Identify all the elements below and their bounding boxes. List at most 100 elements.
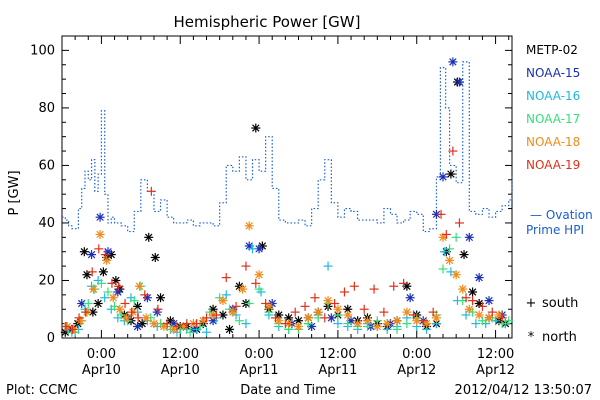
data-point	[379, 307, 389, 317]
data-point	[333, 319, 343, 329]
data-point	[392, 324, 402, 334]
data-point	[244, 298, 254, 308]
data-point	[313, 307, 323, 317]
data-point	[113, 281, 123, 291]
x-tick-label: 0:00	[244, 347, 273, 362]
data-point	[248, 244, 258, 254]
data-point	[113, 287, 123, 297]
data-point	[77, 298, 87, 308]
data-point	[446, 169, 456, 179]
data-point	[218, 296, 228, 306]
data-point	[141, 313, 151, 323]
data-point	[102, 255, 112, 265]
data-point	[234, 316, 244, 326]
x-axis-label: Date and Time	[240, 383, 336, 398]
data-point	[133, 301, 143, 311]
data-point	[150, 252, 160, 262]
data-point	[330, 298, 340, 308]
data-point	[98, 267, 108, 277]
chart-title: Hemispheric Power [GW]	[174, 13, 361, 31]
data-point	[458, 284, 468, 294]
legend: METP-02 NOAA-15 NOAA-16 NOAA-17 NOAA-18 NOAA-…	[526, 43, 593, 345]
data-point	[241, 319, 251, 329]
plot-area: 0204060801000:00Apr1012:00Apr100:00Apr11…	[30, 35, 515, 378]
data-point	[454, 77, 464, 87]
legend-item: NOAA-19	[526, 158, 580, 172]
data-point	[87, 267, 97, 277]
data-point	[238, 284, 248, 294]
data-point	[323, 296, 333, 306]
data-point	[115, 304, 125, 314]
data-point	[93, 298, 103, 308]
data-point	[251, 278, 261, 288]
data-point	[399, 278, 409, 288]
ovation-hpi-line	[62, 61, 513, 233]
data-point	[149, 319, 159, 329]
data-point	[293, 321, 303, 331]
data-point	[439, 247, 449, 257]
data-point	[468, 296, 478, 306]
data-point	[127, 307, 137, 317]
data-point	[129, 296, 139, 306]
data-point	[261, 298, 271, 308]
x-tick-date: Apr10	[82, 363, 121, 378]
x-tick-label: 0:00	[87, 347, 116, 362]
footer-right: 2012/04/12 13:50:07	[455, 383, 592, 398]
data-point	[244, 221, 254, 231]
data-point	[251, 123, 261, 133]
y-tick-label: 0	[47, 331, 55, 346]
data-point	[353, 319, 363, 329]
data-point	[172, 321, 182, 331]
data-point	[100, 293, 110, 303]
data-point	[504, 316, 514, 326]
data-point	[182, 319, 192, 329]
data-point	[451, 270, 461, 280]
data-point	[448, 57, 458, 67]
data-point	[192, 319, 202, 329]
data-point	[81, 307, 91, 317]
data-point	[185, 327, 195, 337]
data-point	[135, 281, 145, 291]
ovation-legend: — Ovation	[530, 208, 593, 222]
data-point	[137, 319, 147, 329]
legend-item: NOAA-15	[526, 66, 580, 80]
data-point	[303, 313, 313, 323]
data-point	[448, 146, 458, 156]
data-point	[133, 313, 143, 323]
data-point	[441, 229, 451, 239]
symbol-legend-marker: +	[526, 296, 537, 311]
data-point	[389, 281, 399, 291]
data-point	[343, 310, 353, 320]
plot-frame	[61, 35, 513, 339]
data-point	[487, 307, 497, 317]
data-point	[121, 313, 131, 323]
data-point	[221, 273, 231, 283]
data-point	[382, 319, 392, 329]
data-point	[120, 298, 130, 308]
data-point	[320, 313, 330, 323]
data-point	[484, 296, 494, 306]
data-point	[343, 319, 353, 329]
data-point	[241, 261, 251, 271]
data-point	[94, 244, 104, 254]
data-point	[140, 290, 150, 300]
symbol-legend-marker: *	[528, 330, 535, 345]
data-point	[369, 284, 379, 294]
legend-item: METP-02	[526, 43, 578, 57]
x-tick-date: Apr12	[397, 363, 436, 378]
data-point	[359, 304, 369, 314]
y-tick-label: 80	[38, 101, 55, 116]
data-point	[96, 278, 106, 288]
symbol-legend-label: north	[542, 330, 577, 345]
data-point	[471, 319, 481, 329]
data-point	[405, 293, 415, 303]
data-point	[474, 310, 484, 320]
data-point	[108, 293, 118, 303]
y-tick-label: 20	[38, 273, 55, 288]
x-tick-date: Apr11	[318, 363, 357, 378]
x-tick-label: 12:00	[477, 347, 514, 362]
data-point	[79, 247, 89, 257]
y-axis-label: P [GW]	[7, 170, 22, 215]
data-point	[61, 321, 71, 331]
